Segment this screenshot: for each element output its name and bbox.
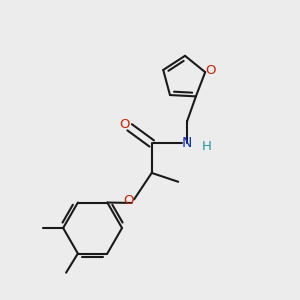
Text: N: N	[182, 136, 192, 151]
Text: H: H	[201, 140, 211, 153]
Text: O: O	[205, 64, 216, 77]
Text: O: O	[119, 118, 130, 131]
Text: O: O	[124, 194, 134, 206]
